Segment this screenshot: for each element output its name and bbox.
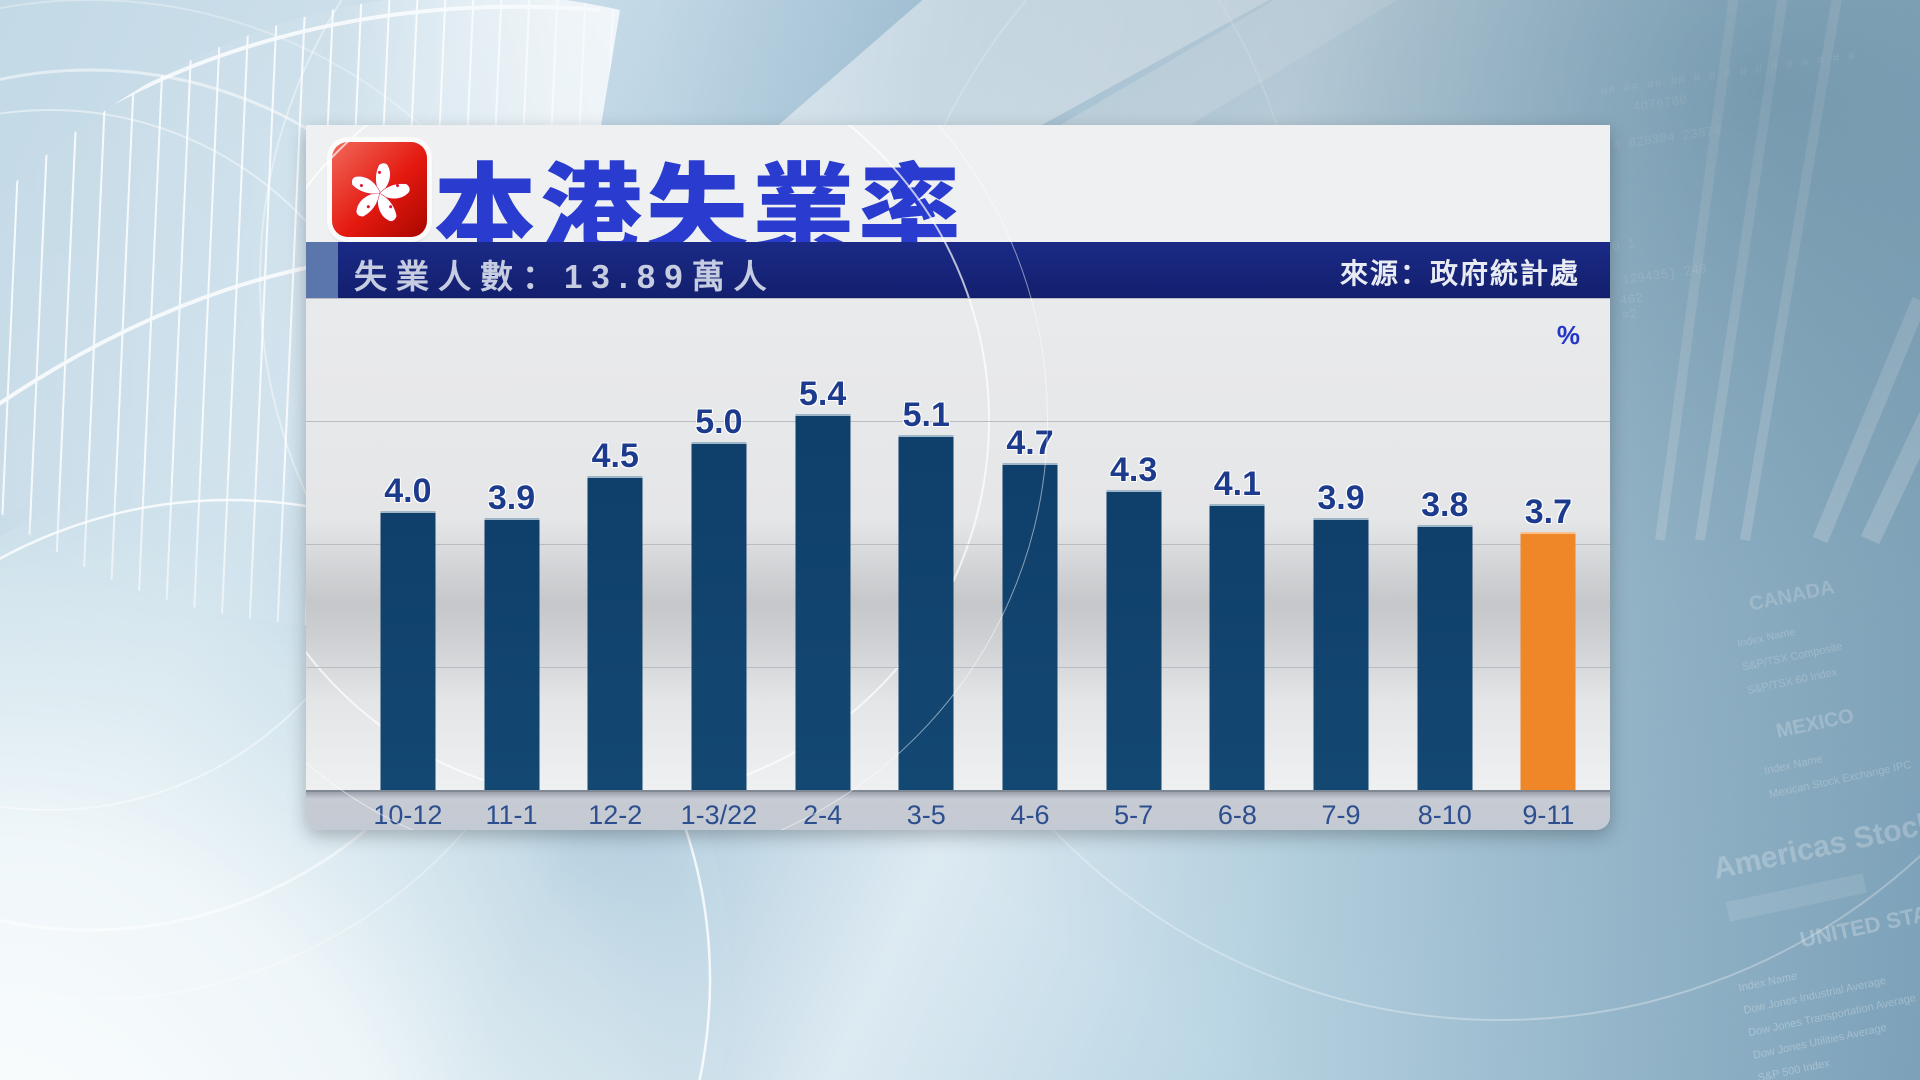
- svg-text:MEXICO: MEXICO: [1774, 705, 1856, 743]
- svg-text:Index Name: Index Name: [1763, 753, 1824, 777]
- svg-text:## ## ## ## # # # # # # # # #: ## ## ## ## # # # # # # # # # # #: [1599, 48, 1856, 99]
- svg-text:S&P 500 Index: S&P 500 Index: [1757, 1057, 1832, 1080]
- svg-text:Dow Jones Utilities Average: Dow Jones Utilities Average: [1752, 1022, 1888, 1062]
- svg-text:Dow Jones Industrial Average: Dow Jones Industrial Average: [1742, 975, 1887, 1017]
- svg-text:Mexican Stock Exchange IPC: Mexican Stock Exchange IPC: [1768, 759, 1912, 801]
- svg-text:S&P/TSX Composite: S&P/TSX Composite: [1741, 641, 1843, 674]
- svg-text:462: 462: [1619, 290, 1644, 308]
- svg-text:Dow Jones Transportation Avera: Dow Jones Transportation Average: [1747, 992, 1917, 1039]
- svg-text:0 1: 0 1: [1611, 236, 1636, 254]
- svg-text:=2: =2: [1621, 306, 1639, 323]
- svg-text:Index Name: Index Name: [1736, 626, 1797, 650]
- svg-text:Index Name: Index Name: [1738, 970, 1799, 994]
- svg-text:CANADA: CANADA: [1747, 576, 1836, 616]
- svg-text:Americas Stock: Americas Stock: [1710, 807, 1920, 886]
- svg-text:S&P/TSX 60 Index: S&P/TSX 60 Index: [1746, 666, 1839, 697]
- svg-text:4d76780: 4d76780: [1632, 92, 1688, 114]
- svg-text:129435) 240: 129435) 240: [1621, 261, 1708, 288]
- svg-text:4 820384 23074: 4 820384 23074: [1612, 123, 1722, 153]
- svg-text:UNITED STATES: UNITED STATES: [1798, 892, 1920, 952]
